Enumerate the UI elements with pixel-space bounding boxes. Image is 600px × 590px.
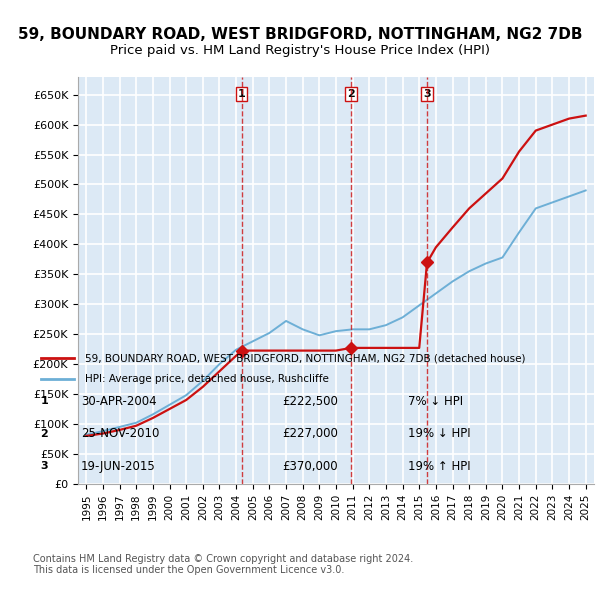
- Text: 1: 1: [41, 396, 48, 406]
- Text: 19% ↑ HPI: 19% ↑ HPI: [408, 460, 470, 473]
- Text: 19% ↓ HPI: 19% ↓ HPI: [408, 427, 470, 440]
- Text: 30-APR-2004: 30-APR-2004: [81, 395, 157, 408]
- Text: 2: 2: [41, 429, 48, 438]
- Text: 3: 3: [423, 89, 431, 99]
- Text: £222,500: £222,500: [282, 395, 338, 408]
- Text: 59, BOUNDARY ROAD, WEST BRIDGFORD, NOTTINGHAM, NG2 7DB: 59, BOUNDARY ROAD, WEST BRIDGFORD, NOTTI…: [18, 27, 582, 41]
- Text: 25-NOV-2010: 25-NOV-2010: [81, 427, 160, 440]
- Text: £227,000: £227,000: [282, 427, 338, 440]
- Text: Price paid vs. HM Land Registry's House Price Index (HPI): Price paid vs. HM Land Registry's House …: [110, 44, 490, 57]
- Text: 7% ↓ HPI: 7% ↓ HPI: [408, 395, 463, 408]
- Text: 59, BOUNDARY ROAD, WEST BRIDGFORD, NOTTINGHAM, NG2 7DB (detached house): 59, BOUNDARY ROAD, WEST BRIDGFORD, NOTTI…: [85, 353, 526, 363]
- Text: Contains HM Land Registry data © Crown copyright and database right 2024.
This d: Contains HM Land Registry data © Crown c…: [33, 553, 413, 575]
- Text: 1: 1: [238, 89, 245, 99]
- Text: 19-JUN-2015: 19-JUN-2015: [81, 460, 156, 473]
- Text: £370,000: £370,000: [282, 460, 338, 473]
- Text: 3: 3: [41, 461, 48, 471]
- Text: HPI: Average price, detached house, Rushcliffe: HPI: Average price, detached house, Rush…: [85, 374, 329, 384]
- Text: 2: 2: [347, 89, 355, 99]
